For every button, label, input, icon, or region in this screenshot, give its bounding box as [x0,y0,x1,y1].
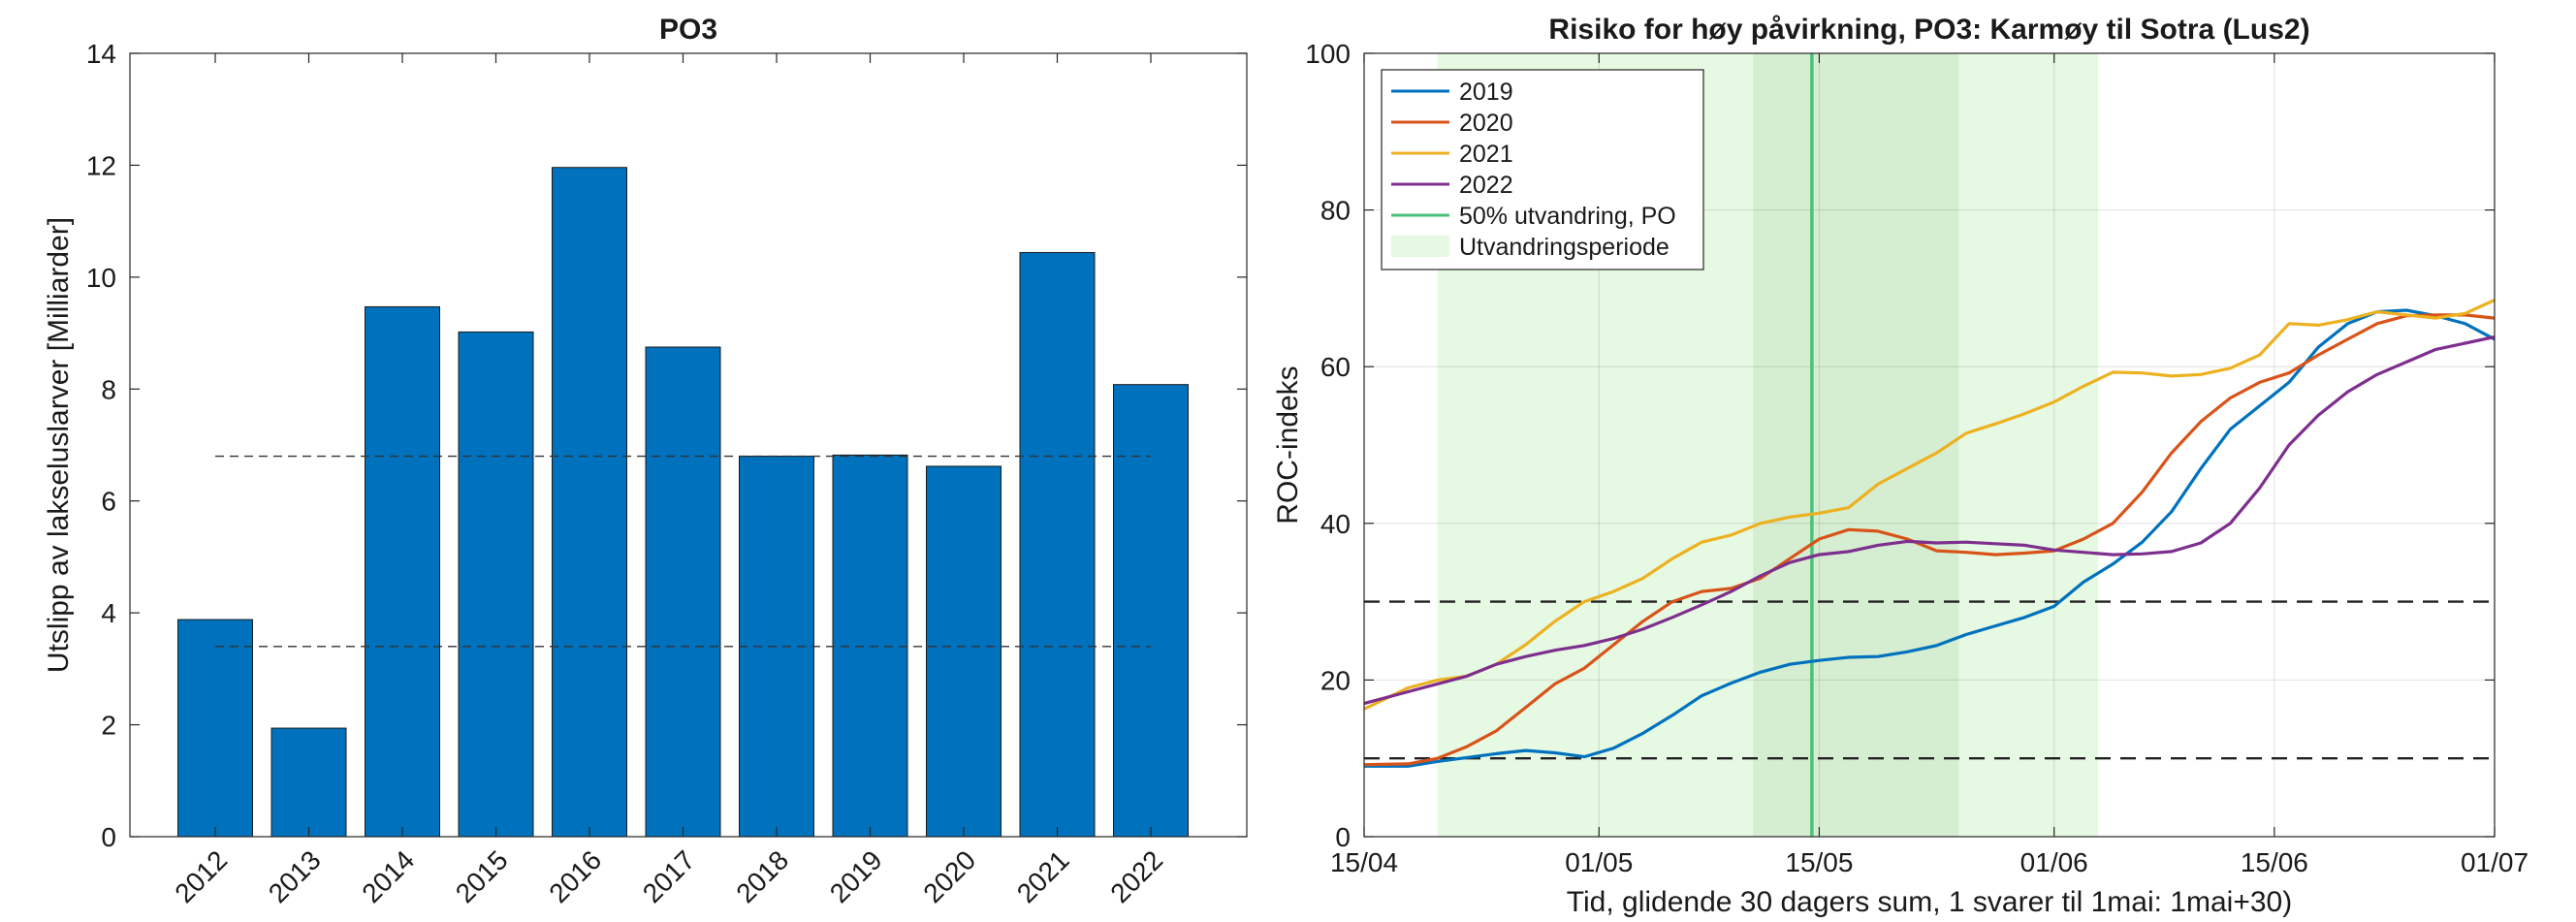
bar-y-ticks: 0 2 4 6 8 10 12 14 [86,39,1247,852]
line-y-axis-label: ROC-indeks [1272,366,1304,524]
legend-label-migration: Utvandringsperiode [1459,234,1670,261]
bar-x-tick-label: 2019 [824,844,888,908]
line-y-tick-label: 60 [1320,352,1351,382]
bar-y-tick-label: 12 [86,150,116,180]
bar-x-tick-label: 2017 [637,844,701,908]
bar-y-tick-label: 8 [101,374,116,404]
bar-x-tick-label: 2015 [450,844,514,908]
bar-x-tick-label: 2020 [917,844,981,908]
bar-y-tick-label: 2 [101,711,116,741]
line-y-tick-label: 80 [1320,196,1351,226]
line-x-tick-label: 01/06 [2020,847,2088,877]
line-x-tick-label: 01/07 [2461,847,2528,877]
bar-x-tick-label: 2012 [169,844,233,908]
migration-shading [1437,53,2099,837]
line-reference-lines [1364,600,2495,760]
bar-plot-border [129,52,1248,838]
bar-2020 [926,465,1002,838]
bar-2013 [270,727,347,838]
line-x-tick-label: 15/05 [1785,847,1853,877]
series-line-2022 [1363,334,2496,706]
legend: 2019 2020 2021 2022 50% utvandring, PO U… [1381,69,1704,270]
line-x-tick-label: 01/05 [1565,847,1633,877]
bar-y-tick-label: 10 [86,263,116,293]
bar-y-tick-label: 6 [101,487,116,517]
line-x-axis-label: Tid, glidende 30 dagers sum, 1 svarer ti… [1567,886,2292,917]
line-series [1363,299,2496,768]
legend-swatch-migration [1391,236,1449,257]
bar-2021 [1019,251,1096,838]
line-y-tick-label: 20 [1320,665,1351,695]
bar-y-tick-label: 4 [101,598,116,628]
bar-x-tick-label: 2022 [1104,844,1168,908]
legend-label-vertical-line: 50% utvandring, PO [1459,203,1676,230]
line-chart: 0 20 40 60 80 100 15/04 01/05 15/05 01/06 15/06 01… [1272,14,2528,918]
line-x-tick-label: 15/06 [2241,847,2308,877]
bar-chart: 0 2 4 6 8 10 12 14 2012 2013 2014 2015 2016 2017 2018… [43,14,1248,908]
bar-x-tick-label: 2014 [356,844,420,908]
bar-x-tick-label: 2013 [263,844,327,908]
bar-y-tick-label: 0 [101,822,116,852]
bar-x-tick-label: 2018 [730,844,794,908]
line-y-tick-label: 100 [1305,39,1351,69]
line-y-tick-label: 40 [1320,509,1351,539]
bar-y-axis-label: Utslipp av lakseluslarver [Milliarder] [43,217,75,673]
bar-x-tick-label: 2021 [1011,844,1075,908]
legend-label-2020: 2020 [1459,110,1513,137]
bar-2016 [552,167,627,838]
core-period-band [1753,53,1959,837]
series-line-2020 [1363,313,2496,767]
bar-2014 [365,305,440,838]
legend-label-2019: 2019 [1459,79,1513,106]
line-x-tick-label: 15/04 [1330,847,1398,877]
line-y-tick-label: 0 [1335,822,1351,852]
bar-2015 [458,331,534,838]
bar-series [177,167,1189,838]
bar-x-tick-label: 2016 [543,844,607,908]
bar-2012 [177,619,253,838]
bar-2017 [645,346,721,838]
bar-2022 [1113,384,1189,838]
bar-y-tick-label: 14 [86,39,116,69]
line-y-ticks: 0 20 40 60 80 100 [1305,39,2495,852]
bar-chart-title: PO3 [659,14,717,46]
legend-label-2021: 2021 [1459,141,1513,168]
bar-reference-lines [215,455,1151,648]
series-line-2019 [1364,308,2496,768]
line-x-ticks: 15/04 01/05 15/05 01/06 15/06 01/07 [1330,53,2528,877]
series-line-2021 [1363,299,2496,711]
legend-label-2022: 2022 [1459,172,1513,199]
line-plot-border [1363,52,2496,838]
line-chart-title: Risiko for høy påvirkning, PO3: Karmøy t… [1548,14,2309,46]
